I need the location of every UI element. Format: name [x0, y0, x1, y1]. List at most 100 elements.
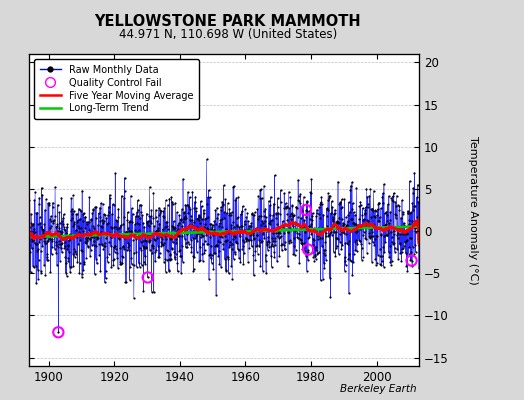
Point: [40, 234, 49, 240]
Point: [364, 218, 373, 224]
Point: [204, 226, 212, 232]
Point: [279, 229, 288, 236]
Point: [339, 222, 347, 228]
Point: [372, 262, 380, 268]
Point: [104, 220, 112, 226]
Point: [64, 237, 73, 243]
Point: [119, 242, 127, 249]
Point: [82, 240, 90, 247]
Point: [288, 210, 296, 216]
Point: [414, 265, 423, 272]
Point: [182, 240, 190, 246]
Point: [161, 256, 169, 263]
Point: [149, 215, 157, 222]
Point: [68, 251, 77, 257]
Point: [316, 199, 325, 205]
Point: [83, 221, 92, 227]
Point: [300, 248, 309, 254]
Point: [215, 222, 223, 229]
Point: [322, 257, 330, 263]
Point: [101, 212, 110, 218]
Point: [77, 247, 85, 253]
Point: [246, 222, 254, 229]
Point: [206, 221, 214, 227]
Point: [272, 233, 281, 239]
Point: [255, 243, 264, 249]
Point: [73, 219, 81, 226]
Point: [60, 211, 68, 218]
Point: [291, 246, 300, 253]
Point: [282, 205, 290, 212]
Point: [383, 232, 391, 238]
Point: [280, 190, 288, 197]
Point: [360, 222, 368, 228]
Point: [307, 221, 315, 227]
Point: [353, 223, 361, 229]
Point: [102, 268, 110, 274]
Point: [360, 216, 368, 222]
Point: [286, 213, 294, 220]
Point: [110, 256, 118, 262]
Point: [173, 259, 181, 266]
Point: [241, 227, 249, 233]
Point: [275, 235, 283, 241]
Point: [200, 224, 208, 230]
Point: [298, 240, 306, 246]
Point: [269, 200, 278, 207]
Point: [54, 238, 63, 244]
Point: [179, 258, 187, 265]
Point: [359, 253, 367, 260]
Point: [155, 254, 163, 260]
Point: [146, 184, 154, 190]
Point: [135, 264, 144, 270]
Point: [183, 226, 191, 232]
Point: [52, 223, 61, 230]
Point: [66, 264, 74, 270]
Point: [45, 236, 53, 242]
Point: [318, 243, 326, 250]
Point: [132, 236, 140, 242]
Point: [359, 232, 367, 238]
Point: [71, 254, 79, 260]
Point: [230, 233, 238, 240]
Point: [90, 234, 99, 240]
Point: [269, 238, 278, 244]
Point: [141, 260, 149, 267]
Text: 44.971 N, 110.698 W (United States): 44.971 N, 110.698 W (United States): [119, 28, 337, 41]
Point: [314, 231, 323, 237]
Point: [117, 192, 126, 199]
Point: [110, 244, 118, 250]
Point: [268, 243, 277, 249]
Point: [48, 204, 57, 211]
Point: [288, 202, 296, 208]
Point: [159, 208, 168, 214]
Point: [287, 210, 295, 217]
Point: [281, 246, 289, 252]
Point: [93, 234, 101, 240]
Point: [57, 240, 65, 247]
Point: [26, 249, 34, 255]
Point: [371, 256, 379, 262]
Point: [271, 230, 280, 236]
Point: [37, 270, 45, 276]
Point: [233, 222, 242, 229]
Point: [126, 218, 134, 224]
Point: [409, 190, 417, 196]
Point: [377, 231, 386, 238]
Point: [185, 194, 194, 200]
Point: [253, 231, 261, 238]
Point: [387, 195, 396, 201]
Point: [73, 211, 81, 217]
Point: [151, 214, 160, 220]
Point: [327, 224, 335, 231]
Point: [365, 232, 374, 239]
Point: [160, 233, 169, 239]
Point: [293, 214, 302, 220]
Point: [79, 266, 88, 273]
Point: [207, 226, 215, 232]
Point: [152, 207, 160, 213]
Point: [78, 271, 86, 278]
Point: [63, 246, 71, 253]
Point: [65, 237, 73, 244]
Point: [389, 228, 398, 234]
